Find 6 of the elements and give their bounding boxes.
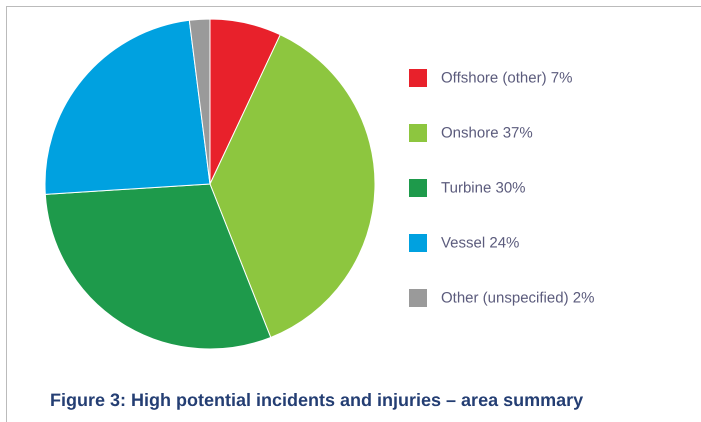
legend-label: Other (unspecified) 2%: [441, 290, 594, 306]
legend-label: Turbine 30%: [441, 180, 526, 196]
legend-label: Onshore 37%: [441, 124, 533, 142]
text: Figure 3: High potential incidents and injuries – area summary: [50, 390, 584, 410]
legend-label: Vessel 24%: [441, 234, 520, 252]
legend-label: Offshore (other) 7%: [441, 70, 572, 86]
